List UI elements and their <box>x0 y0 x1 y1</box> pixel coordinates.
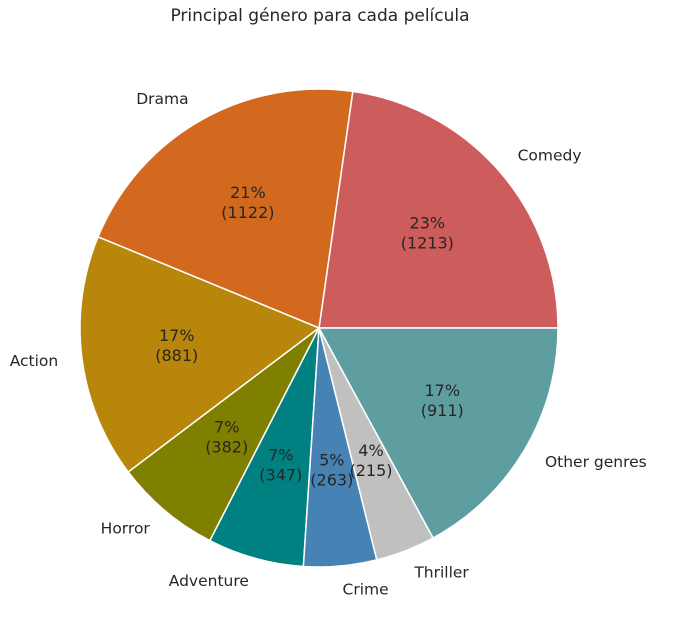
chart-title: Principal género para cada película <box>170 6 470 26</box>
slice-percent-crime: 5% <box>319 450 344 469</box>
slice-percent-action: 17% <box>159 326 195 345</box>
slice-label-thriller: Thriller <box>413 564 469 582</box>
slice-count-action: (881) <box>155 346 198 365</box>
slice-count-other-genres: (911) <box>421 401 464 420</box>
pie-slice-horror <box>127 327 320 542</box>
slice-label-drama: Drama <box>136 90 188 108</box>
slice-label-adventure: Adventure <box>169 572 249 590</box>
slice-label-action: Action <box>10 352 59 370</box>
slice-percent-other-genres: 17% <box>424 381 460 400</box>
slice-label-comedy: Comedy <box>518 146 582 164</box>
pie-slice-action <box>79 236 320 473</box>
slice-percent-adventure: 7% <box>268 446 293 465</box>
slices-layer <box>79 88 559 568</box>
slice-percent-thriller: 4% <box>358 441 383 460</box>
slice-count-comedy: (1213) <box>401 234 454 253</box>
pie-slice-comedy <box>318 90 559 329</box>
slice-percent-horror: 7% <box>214 417 239 436</box>
slice-label-horror: Horror <box>101 520 151 538</box>
slice-count-drama: (1122) <box>221 203 274 222</box>
slice-count-thriller: (215) <box>349 461 392 480</box>
slice-count-crime: (263) <box>310 470 353 489</box>
pie-slice-drama <box>97 88 354 329</box>
slice-percent-drama: 21% <box>230 183 266 202</box>
labels-layer: Comedy23%(1213)Drama21%(1122)Action17%(8… <box>10 90 647 598</box>
slice-label-other-genres: Other genres <box>545 453 647 471</box>
slice-count-adventure: (347) <box>259 466 302 485</box>
slice-count-horror: (382) <box>205 437 248 456</box>
slice-label-crime: Crime <box>343 580 389 598</box>
slice-percent-comedy: 23% <box>410 214 446 233</box>
pie-slice-other-genres <box>318 327 559 539</box>
